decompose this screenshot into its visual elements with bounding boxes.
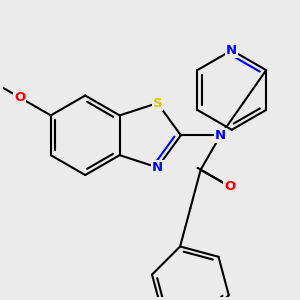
Text: S: S — [153, 97, 162, 110]
Text: N: N — [215, 129, 226, 142]
Text: N: N — [152, 161, 163, 174]
Text: N: N — [226, 44, 237, 57]
Text: O: O — [14, 91, 26, 104]
Text: O: O — [224, 180, 236, 193]
